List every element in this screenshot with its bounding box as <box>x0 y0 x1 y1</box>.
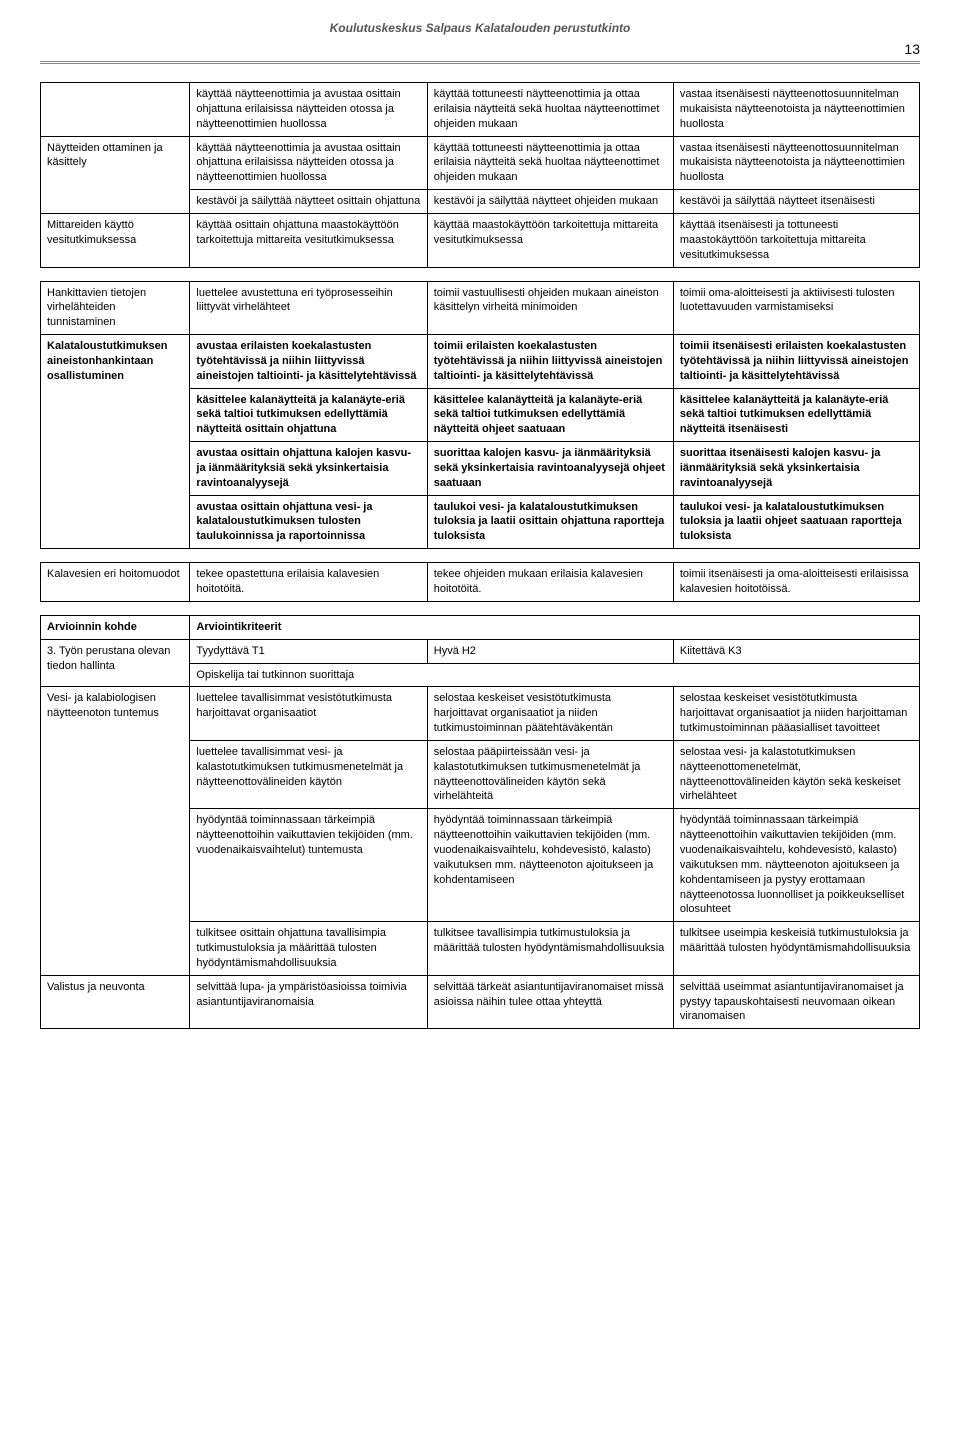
table-cell: taulukoi vesi- ja kalataloustutkimuksen … <box>427 495 673 549</box>
doc-header-title: Koulutuskeskus Salpaus Kalatalouden peru… <box>40 20 920 36</box>
table-cell: tekee opastettuna erilaisia kalavesien h… <box>190 563 427 602</box>
table-cell: Tyydyttävä T1 <box>190 639 427 663</box>
table-cell: toimii oma-aloitteisesti ja aktiivisesti… <box>673 281 919 335</box>
table-cell: selvittää useimmat asiantuntijaviranomai… <box>673 975 919 1029</box>
table-cell: kestävöi ja säilyttää näytteet osittain … <box>190 190 427 214</box>
table-cell: toimii itsenäisesti erilaisten koekalast… <box>673 335 919 389</box>
table-cell: selostaa vesi- ja kalastotutkimuksen näy… <box>673 740 919 808</box>
table-cell: 3. Työn perustana olevan tiedon hallinta <box>41 639 190 687</box>
table-cell: Hyvä H2 <box>427 639 673 663</box>
table-cell: tulkitsee osittain ohjattuna tavallisimp… <box>190 922 427 976</box>
table-cell: selvittää tärkeät asiantuntijaviranomais… <box>427 975 673 1029</box>
table-cell: avustaa osittain ohjattuna kalojen kasvu… <box>190 442 427 496</box>
table-cell: hyödyntää toiminnassaan tärkeimpiä näytt… <box>427 809 673 922</box>
table-cell: Kiitettävä K3 <box>673 639 919 663</box>
table-cell: hyödyntää toiminnassaan tärkeimpiä näytt… <box>190 809 427 922</box>
table-cell: avustaa erilaisten koekalastusten työteh… <box>190 335 427 389</box>
table-cell: selvittää lupa- ja ympäristöasioissa toi… <box>190 975 427 1029</box>
table-cell: toimii itsenäisesti ja oma-aloitteisesti… <box>673 563 919 602</box>
table-cell: käsittelee kalanäytteitä ja kalanäyte-er… <box>427 388 673 442</box>
table-cell: vastaa itsenäisesti näytteenottosuunnite… <box>673 136 919 190</box>
table-cell: käsittelee kalanäytteitä ja kalanäyte-er… <box>673 388 919 442</box>
table-cell <box>41 83 190 137</box>
table-cell: taulukoi vesi- ja kalataloustutkimuksen … <box>673 495 919 549</box>
table-cell: Arviointikriteerit <box>190 615 920 639</box>
table-cell: suorittaa itsenäisesti kalojen kasvu- ja… <box>673 442 919 496</box>
table-cell: käyttää tottuneesti näytteenottimia ja o… <box>427 83 673 137</box>
table-cell: käyttää itsenäisesti ja tottuneesti maas… <box>673 213 919 267</box>
table-cell: Kalavesien eri hoitomuodot <box>41 563 190 602</box>
table-cell: selostaa keskeiset vesistötutkimusta har… <box>673 687 919 741</box>
table-cell: toimii erilaisten koekalastusten työteht… <box>427 335 673 389</box>
table-cell: kestävöi ja säilyttää näytteet ohjeiden … <box>427 190 673 214</box>
table-cell: Vesi- ja kalabiologisen näytteenoton tun… <box>41 687 190 975</box>
table-cell: selostaa pääpiirteissään vesi- ja kalast… <box>427 740 673 808</box>
table-cell: tulkitsee tavallisimpia tutkimustuloksia… <box>427 922 673 976</box>
table-cell: avustaa osittain ohjattuna vesi- ja kala… <box>190 495 427 549</box>
table-cell: Mittareiden käyttö vesitutkimuksessa <box>41 213 190 267</box>
table-cell: tulkitsee useimpia keskeisiä tutkimustul… <box>673 922 919 976</box>
table-cell: Näytteiden ottaminen ja käsittely <box>41 136 190 213</box>
criteria-table: käyttää näytteenottimia ja avustaa ositt… <box>40 82 920 1029</box>
table-cell: käyttää maastokäyttöön tarkoitettuja mit… <box>427 213 673 267</box>
table-cell: kestävöi ja säilyttää näytteet itsenäise… <box>673 190 919 214</box>
table-cell: toimii vastuullisesti ohjeiden mukaan ai… <box>427 281 673 335</box>
table-cell: Arvioinnin kohde <box>41 615 190 639</box>
table-cell: käyttää tottuneesti näytteenottimia ja o… <box>427 136 673 190</box>
table-cell: käyttää näytteenottimia ja avustaa ositt… <box>190 83 427 137</box>
table-cell: luettelee tavallisimmat vesistötutkimust… <box>190 687 427 741</box>
table-cell: käyttää osittain ohjattuna maastokäyttöö… <box>190 213 427 267</box>
table-cell: Hankittavien tietojen virhelähteiden tun… <box>41 281 190 335</box>
table-cell: Kalataloustutkimuksen aineistonhankintaa… <box>41 335 190 549</box>
table-cell: hyödyntää toiminnassaan tärkeimpiä näytt… <box>673 809 919 922</box>
table-cell: luettelee tavallisimmat vesi- ja kalasto… <box>190 740 427 808</box>
table-cell: selostaa keskeiset vesistötutkimusta har… <box>427 687 673 741</box>
table-cell: käsittelee kalanäytteitä ja kalanäyte-er… <box>190 388 427 442</box>
table-cell: Valistus ja neuvonta <box>41 975 190 1029</box>
table-cell: käyttää näytteenottimia ja avustaa ositt… <box>190 136 427 190</box>
table-cell: vastaa itsenäisesti näytteenottosuunnite… <box>673 83 919 137</box>
page-number: 13 <box>40 40 920 59</box>
table-cell: tekee ohjeiden mukaan erilaisia kalavesi… <box>427 563 673 602</box>
table-cell: Opiskelija tai tutkinnon suorittaja <box>190 663 920 687</box>
table-cell: suorittaa kalojen kasvu- ja iänmäärityks… <box>427 442 673 496</box>
header-divider <box>40 61 920 64</box>
table-cell: luettelee avustettuna eri työprosesseihi… <box>190 281 427 335</box>
